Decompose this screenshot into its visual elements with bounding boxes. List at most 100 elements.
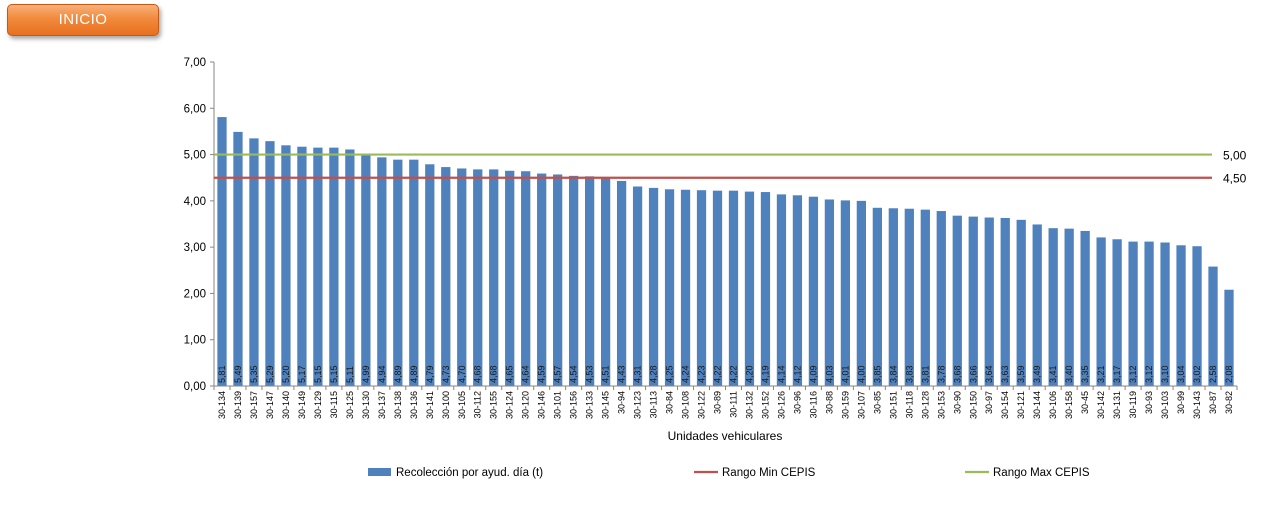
bar-30-116 <box>808 196 819 386</box>
bar-30-144 <box>1032 224 1042 386</box>
bar-30-108 <box>680 189 691 386</box>
x-tick-label: 30-125 <box>345 391 355 419</box>
bar-30-134 <box>217 117 227 386</box>
bar-value-label: 4,09 <box>808 365 818 383</box>
y-tick-label: 2,00 <box>184 288 206 300</box>
bar-value-label: 4,03 <box>824 365 834 383</box>
bar-30-130 <box>361 155 371 386</box>
bar-30-122 <box>696 190 707 386</box>
bar-30-93 <box>1144 241 1154 386</box>
x-tick-label: 30-159 <box>840 391 850 419</box>
bar-value-label: 3,64 <box>984 365 994 383</box>
bar-value-label: 3,12 <box>1128 365 1138 383</box>
x-tick-label: 30-156 <box>569 391 579 419</box>
bar-value-label: 3,35 <box>1080 365 1090 383</box>
bar-30-136 <box>409 159 419 386</box>
bar-value-label: 3,84 <box>888 365 898 383</box>
bar-30-85 <box>872 207 882 386</box>
legend-swatch-bar <box>368 468 391 476</box>
bar-30-87 <box>1208 266 1218 386</box>
bar-value-label: 4,53 <box>585 365 595 383</box>
x-tick-label: 30-112 <box>473 391 483 418</box>
bar-value-label: 4,79 <box>425 365 435 383</box>
x-tick-label: 30-150 <box>968 391 978 419</box>
x-tick-label: 30-132 <box>744 391 754 419</box>
bar-30-129 <box>313 147 323 386</box>
x-tick-label: 30-138 <box>393 391 403 419</box>
x-tick-label: 30-94 <box>617 391 627 414</box>
bar-30-143 <box>1192 246 1202 386</box>
x-tick-label: 30-101 <box>553 391 563 419</box>
x-tick-label: 30-126 <box>776 391 786 419</box>
reference-line-label: 4,50 <box>1223 172 1247 186</box>
bar-30-96 <box>792 195 803 386</box>
bar-value-label: 5,49 <box>233 365 243 383</box>
bar-30-125 <box>345 149 355 386</box>
bar-value-label: 4,54 <box>569 365 579 383</box>
bar-30-149 <box>297 146 307 386</box>
x-tick-label: 30-130 <box>361 391 371 419</box>
x-tick-label: 30-122 <box>697 391 707 419</box>
x-tick-label: 30-128 <box>920 391 930 419</box>
bar-value-label: 2,08 <box>1224 365 1234 383</box>
x-tick-label: 30-151 <box>888 391 898 419</box>
bar-value-label: 3,66 <box>968 365 978 383</box>
x-tick-label: 30-157 <box>249 391 259 419</box>
legend-label: Rango Min CEPIS <box>722 467 816 479</box>
x-tick-label: 30-142 <box>1096 391 1106 419</box>
x-tick-label: 30-93 <box>1144 391 1154 414</box>
bar-value-label: 4,14 <box>776 365 786 383</box>
bar-value-label: 3,81 <box>920 365 930 383</box>
x-tick-label: 30-134 <box>217 391 227 419</box>
bar-value-label: 4,70 <box>457 365 467 383</box>
bar-value-label: 4,59 <box>537 365 547 383</box>
bar-value-label: 2,58 <box>1208 365 1218 383</box>
bar-30-159 <box>840 200 851 386</box>
bar-value-label: 4,64 <box>521 365 531 383</box>
x-tick-label: 30-100 <box>441 391 451 419</box>
x-tick-label: 30-107 <box>856 391 866 419</box>
x-tick-label: 30-119 <box>1128 391 1138 418</box>
x-tick-label: 30-106 <box>1048 391 1058 419</box>
bar-value-label: 3,40 <box>1064 365 1074 383</box>
x-tick-label: 30-146 <box>537 391 547 419</box>
bar-value-label: 5,35 <box>249 365 259 383</box>
x-tick-label: 30-153 <box>936 391 946 419</box>
x-tick-label: 30-152 <box>760 391 770 419</box>
x-tick-label: 30-149 <box>297 391 307 419</box>
bar-30-140 <box>281 145 291 386</box>
bar-30-155 <box>489 169 499 386</box>
x-tick-label: 30-82 <box>1224 391 1234 414</box>
bar-value-label: 3,59 <box>1016 365 1026 383</box>
x-tick-label: 30-116 <box>808 391 818 418</box>
bar-30-113 <box>648 187 659 386</box>
bar-30-119 <box>1128 241 1138 386</box>
bar-value-label: 4,00 <box>856 365 866 383</box>
bar-value-label: 3,21 <box>1096 365 1106 383</box>
y-tick-label: 3,00 <box>184 242 206 254</box>
x-tick-label: 30-144 <box>1032 391 1042 419</box>
bar-30-99 <box>1176 245 1186 386</box>
bar-value-label: 5,15 <box>329 365 339 383</box>
bar-30-126 <box>776 194 787 386</box>
bar-value-label: 4,23 <box>697 365 707 383</box>
bar-30-94 <box>616 180 627 386</box>
bar-value-label: 5,15 <box>313 365 323 383</box>
x-axis-title: Unidades vehiculares <box>668 429 783 443</box>
bar-30-152 <box>760 192 771 386</box>
bar-value-label: 4,89 <box>393 365 403 383</box>
bar-value-label: 4,19 <box>760 365 770 383</box>
inicio-button[interactable]: INICIO <box>7 4 159 36</box>
bar-value-label: 4,65 <box>505 365 515 383</box>
bar-30-147 <box>265 141 275 386</box>
bar-value-label: 4,68 <box>473 365 483 383</box>
bar-30-45 <box>1080 230 1090 386</box>
bar-value-label: 5,17 <box>297 365 307 383</box>
legend-label: Rango Max CEPIS <box>993 467 1090 479</box>
x-tick-label: 30-129 <box>313 391 323 419</box>
bar-30-112 <box>473 169 483 386</box>
bar-30-90 <box>952 215 962 386</box>
bar-value-label: 4,25 <box>665 365 675 383</box>
x-tick-label: 30-45 <box>1080 391 1090 414</box>
